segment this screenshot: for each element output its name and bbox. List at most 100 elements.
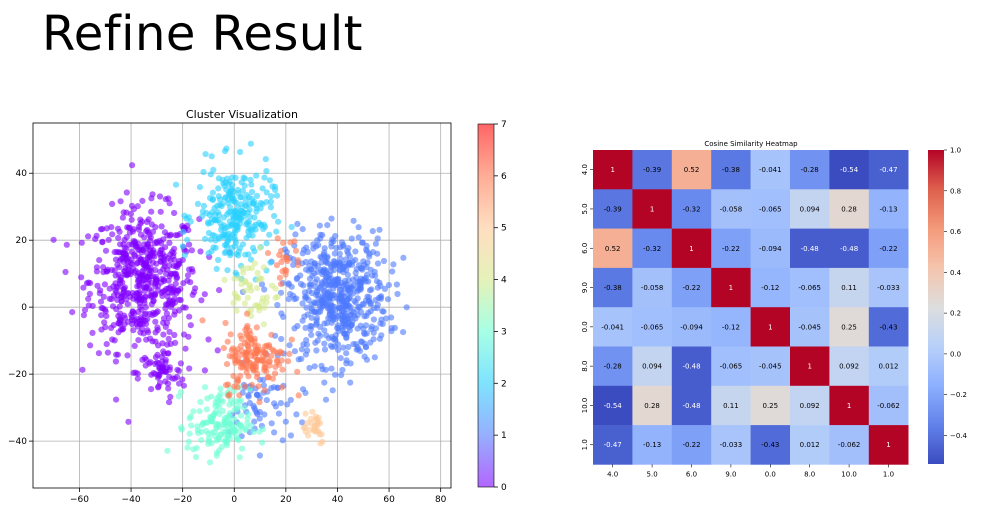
scatter-point — [129, 162, 136, 169]
scatter-point — [166, 328, 173, 335]
scatter-point — [273, 357, 281, 364]
scatter-point — [182, 304, 189, 311]
scatter-point — [69, 309, 76, 316]
scatter-point — [245, 218, 253, 225]
scatter-point — [293, 411, 300, 418]
scatter-point — [115, 234, 122, 241]
scatter-point — [202, 151, 209, 158]
scatter-point — [141, 297, 148, 304]
scatter-point — [164, 341, 171, 348]
scatter-point — [367, 266, 374, 273]
scatter-point — [222, 148, 229, 155]
scatter-point — [321, 379, 328, 386]
scatter-point — [242, 197, 249, 204]
scatter-point — [363, 297, 370, 304]
scatter-point — [226, 391, 233, 398]
scatter-point — [304, 248, 311, 256]
scatter-point — [120, 325, 127, 332]
scatter-point — [237, 397, 244, 404]
scatter-point — [185, 214, 192, 221]
scatter-point — [348, 235, 355, 242]
scatter-point — [301, 289, 308, 296]
scatter-point — [321, 346, 329, 353]
scatter-point — [243, 192, 250, 199]
scatter-point — [116, 303, 123, 310]
scatter-point — [278, 258, 285, 266]
scatter-point — [227, 204, 234, 211]
scatter-point — [374, 250, 381, 257]
scatter-point — [146, 253, 153, 260]
scatter-point — [362, 343, 369, 350]
scatter-point — [233, 214, 240, 222]
scatter-point — [131, 251, 138, 258]
scatter-point — [354, 295, 361, 302]
scatter-point — [213, 422, 220, 429]
scatter-point — [222, 428, 229, 435]
scatter-point — [205, 435, 213, 442]
scatter-point — [160, 276, 167, 283]
scatter-point — [155, 371, 162, 378]
scatter-point — [216, 287, 223, 294]
scatter-point — [226, 218, 233, 225]
scatter-point — [175, 287, 182, 294]
scatter-point — [363, 246, 370, 253]
scatter-point — [382, 315, 390, 322]
scatter-point — [354, 306, 361, 313]
scatter-point — [310, 308, 318, 315]
scatter-point — [123, 189, 130, 196]
scatter-point — [242, 383, 249, 390]
scatter-point — [62, 268, 69, 276]
scatter-point — [177, 297, 184, 304]
scatter-point — [207, 194, 214, 202]
scatter-point — [228, 244, 235, 251]
scatter-point — [306, 275, 314, 282]
scatter-point — [144, 327, 151, 334]
scatter-point — [89, 302, 96, 310]
scatter-point — [247, 256, 255, 263]
scatter-point — [254, 269, 261, 277]
scatter-point — [78, 239, 85, 246]
scatter-point — [132, 242, 139, 249]
scatter-point — [277, 400, 284, 407]
scatter-point — [240, 404, 247, 411]
scatter-point — [112, 358, 119, 365]
scatter-point — [256, 452, 263, 459]
scatter-point — [171, 331, 178, 339]
scatter-point — [256, 399, 263, 406]
scatter-point — [204, 419, 211, 426]
scatter-point — [223, 361, 231, 368]
scatter-point — [198, 437, 205, 444]
scatter-point — [142, 317, 149, 324]
scatter-point — [258, 439, 266, 446]
scatter-point — [340, 265, 347, 273]
scatter-point — [335, 275, 342, 283]
scatter-point — [331, 262, 338, 269]
scatter-point — [374, 260, 382, 267]
scatter-point — [236, 275, 243, 282]
scatter-point — [256, 428, 263, 435]
scatter-point — [126, 229, 133, 236]
scatter-point — [166, 232, 173, 239]
scatter-point — [228, 347, 235, 354]
scatter-point — [135, 276, 142, 283]
scatter-point — [208, 440, 215, 447]
scatter-point — [256, 244, 263, 251]
scatter-point — [285, 280, 292, 287]
scatter-point — [162, 305, 169, 312]
scatter-point — [78, 274, 85, 281]
scatter-point — [85, 233, 92, 240]
scatter-point — [263, 189, 270, 196]
scatter-point — [177, 360, 184, 367]
scatter-point — [234, 346, 241, 353]
scatter-point — [285, 296, 292, 303]
scatter-point — [337, 355, 344, 362]
scatter-point — [110, 322, 117, 329]
scatter-point — [342, 277, 349, 284]
colorbar-tick-label: 4 — [501, 276, 507, 286]
scatter-point — [238, 360, 245, 367]
scatter-point — [124, 352, 131, 359]
scatter-point — [227, 331, 234, 338]
scatter-point — [338, 308, 346, 315]
scatter-point — [199, 208, 206, 215]
scatter-point — [217, 220, 224, 227]
